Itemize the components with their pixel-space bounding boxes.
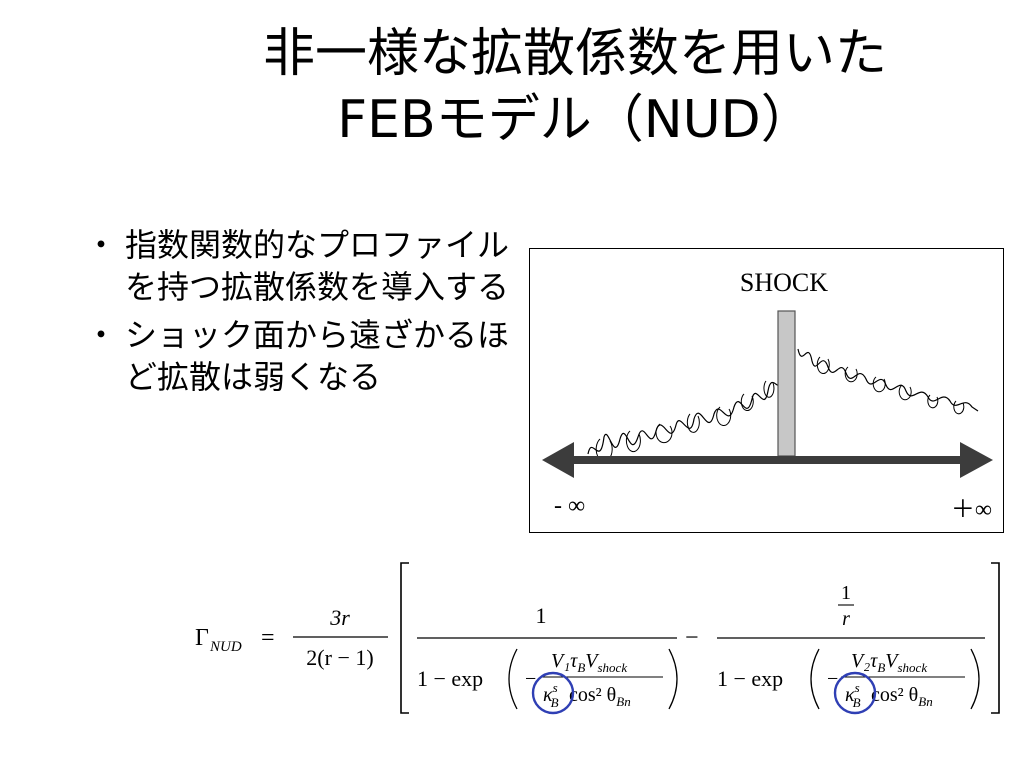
term2-cos: cos² θBn	[871, 684, 933, 709]
term2-neg: −	[827, 668, 838, 690]
term1-left-paren	[508, 648, 518, 710]
shock-bar	[777, 310, 796, 457]
bullet-text: 指数関数的なプロファイルを持つ拡散係数を導入する	[125, 226, 510, 306]
formula-minus: −	[685, 625, 699, 651]
term2-one-minus-exp: 1 − exp	[717, 666, 783, 691]
turbulence-left-line	[587, 356, 793, 455]
left-bracket	[400, 562, 409, 714]
turbulence-left-loops	[595, 380, 775, 462]
plus-infinity-label: ＋∞	[951, 497, 992, 523]
bullet-item: ・ ショック面から遠ざかるほど拡散は弱くなる	[85, 314, 515, 398]
bullet-marker: ・	[85, 226, 118, 264]
term2-numerator: 1	[841, 582, 851, 604]
coef-denominator: 2(r − 1)	[306, 645, 373, 670]
term1-one-minus-exp: 1 − exp	[417, 666, 483, 691]
shock-label: SHOCK	[740, 268, 828, 297]
term1-cos: cos² θBn	[569, 684, 631, 709]
shock-diagram: SHOCK - ∞ ＋∞	[529, 248, 1004, 533]
term2-left-paren	[810, 648, 820, 710]
coef-numerator: 3r	[329, 605, 350, 630]
formula-gamma-sub: NUD	[209, 639, 242, 655]
term1-neg: −	[525, 668, 536, 690]
bullet-list: ・ 指数関数的なプロファイルを持つ拡散係数を導入する ・ ショック面から遠ざかる…	[85, 224, 515, 404]
bullet-item: ・ 指数関数的なプロファイルを持つ拡散係数を導入する	[85, 224, 515, 308]
term2-kappa: κs B	[845, 680, 861, 710]
term1-kappa: κs B	[543, 680, 559, 710]
bullet-marker: ・	[85, 316, 118, 354]
formula-equals: =	[261, 625, 275, 651]
formula-gamma: Γ	[195, 625, 209, 651]
minus-infinity-label: - ∞	[554, 493, 585, 519]
term2-numerator-r: r	[842, 608, 850, 630]
right-bracket	[991, 562, 1000, 714]
turbulence-right-line	[797, 348, 979, 412]
nud-formula: Γ NUD = 3r 2(r − 1) 1 1 − exp − V₁τBVsho…	[195, 553, 1005, 753]
turbulence-right-loops	[816, 356, 965, 415]
term1-right-paren	[668, 648, 678, 710]
bullet-text: ショック面から遠ざかるほど拡散は弱くなる	[125, 316, 510, 396]
slide-title-line1: 非一様な拡散係数を用いた	[262, 24, 887, 84]
term1-numerator: 1	[536, 603, 547, 628]
arrow-right-head	[960, 442, 993, 478]
highlight-circle-term1	[531, 671, 575, 715]
term1-exp-num: V₁τBVshock	[551, 650, 627, 675]
term2-right-paren	[970, 648, 980, 710]
term2-exp-num: V₂τBVshock	[851, 650, 927, 675]
arrow-left-head	[542, 442, 574, 478]
highlight-circle-term2	[833, 671, 877, 715]
slide-title-line2: FEBモデル（NUD）	[337, 90, 813, 150]
